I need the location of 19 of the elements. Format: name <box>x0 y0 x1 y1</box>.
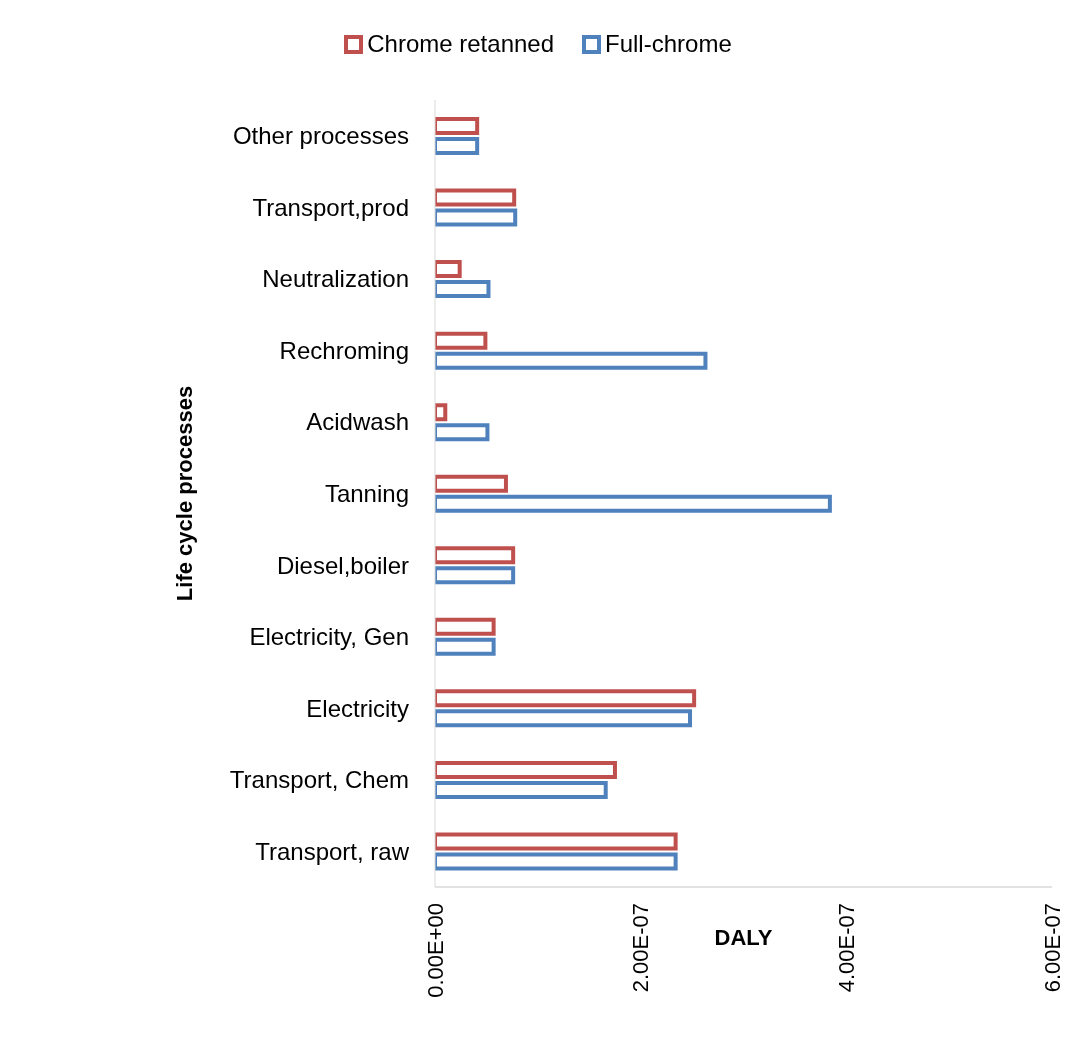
x-axis-title: DALY <box>714 924 773 950</box>
y-tick-label: Other processes <box>232 122 409 150</box>
x-tick-label: 2.00E-07 <box>628 903 654 993</box>
y-tick-label: Neutralization <box>262 265 409 293</box>
y-tick-label: Diesel,boiler <box>276 551 409 579</box>
legend-label: Full-chrome <box>605 30 732 58</box>
y-tick-label: Transport,prod <box>252 193 409 221</box>
y-tick-label: Rechroming <box>279 336 409 364</box>
x-tick-label: 0.00E+00 <box>422 903 448 998</box>
y-tick-label: Transport, raw <box>255 837 410 865</box>
x-tick-label: 4.00E-07 <box>833 903 859 993</box>
y-tick-label: Tanning <box>324 480 409 507</box>
y-tick-label: Electricity <box>306 694 409 722</box>
y-axis-title: Life cycle processes <box>171 385 197 602</box>
x-tick-label: 6.00E-07 <box>1039 903 1065 993</box>
legend-label: Chrome retanned <box>367 30 555 58</box>
y-tick-label: Electricity, Gen <box>249 623 409 651</box>
y-tick-label: Acidwash <box>306 408 409 436</box>
y-tick-label: Transport, Chem <box>229 766 409 794</box>
